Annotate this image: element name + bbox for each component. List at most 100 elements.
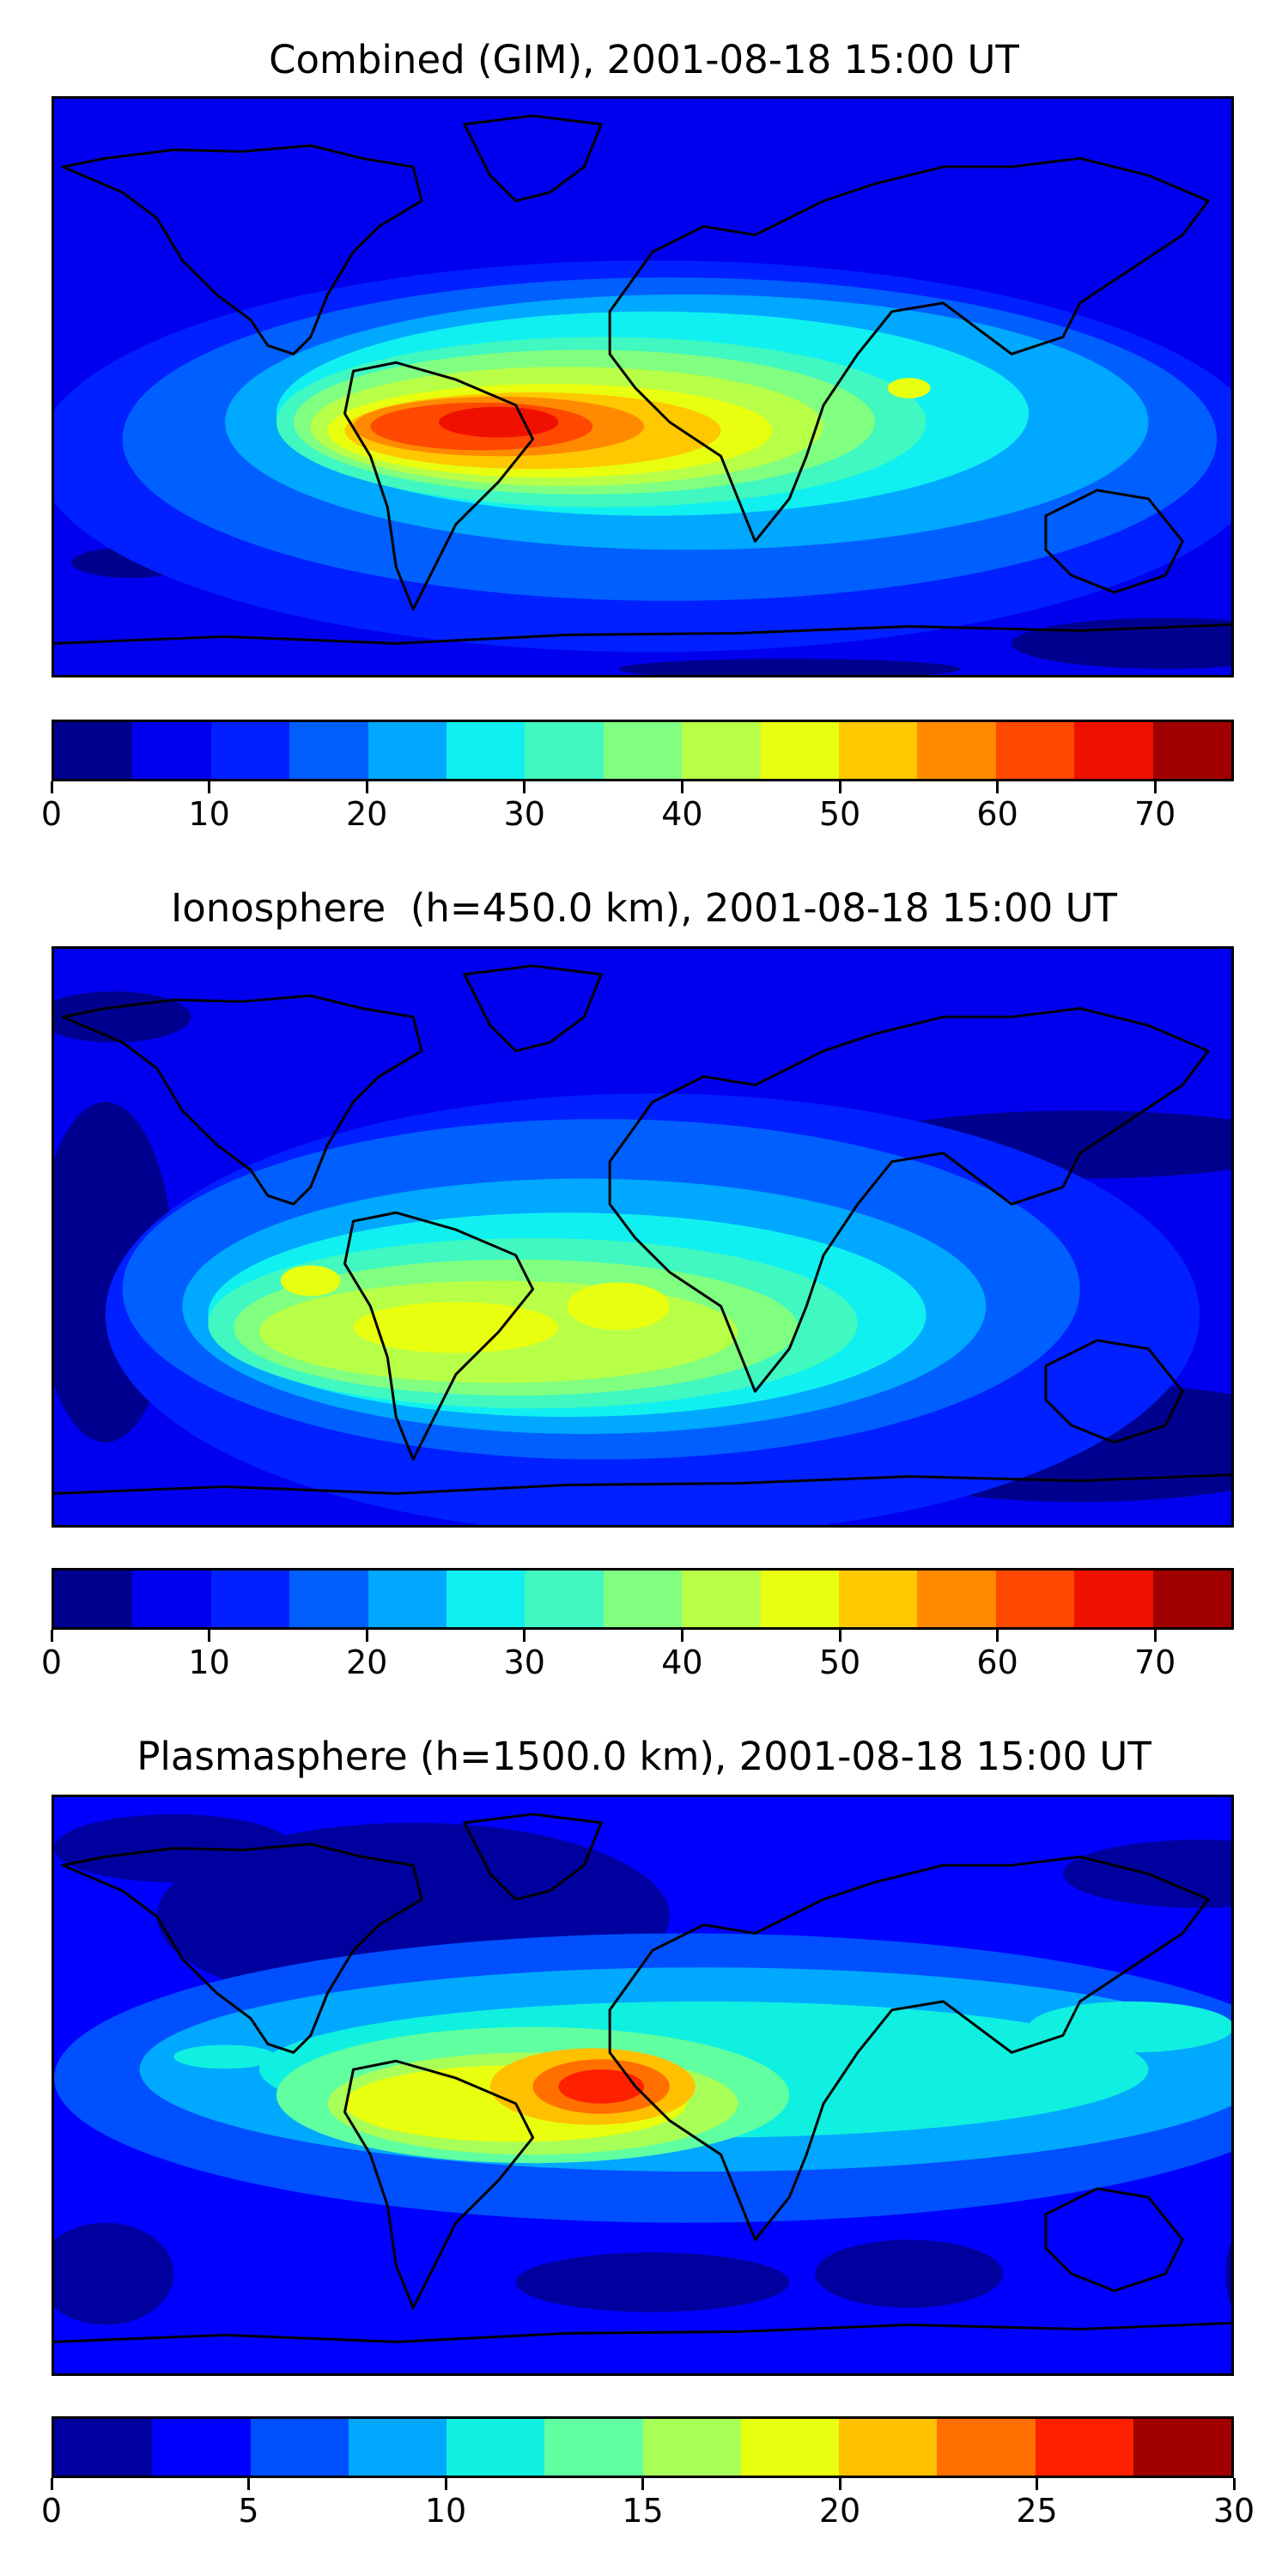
antarctica-outline bbox=[54, 1473, 1231, 1495]
panel-1-map bbox=[52, 96, 1234, 677]
colorbar-tick bbox=[523, 781, 526, 793]
colorbar-tick-label: 60 bbox=[976, 795, 1018, 833]
colorbar-segment bbox=[839, 2419, 938, 2476]
colorbar-segment bbox=[1074, 1571, 1153, 1627]
coastline-outline bbox=[54, 964, 1231, 1495]
colorbar-segment bbox=[917, 1571, 996, 1627]
colorbar-tick-label: 70 bbox=[1134, 795, 1176, 833]
colorbar-segment bbox=[1152, 1571, 1232, 1627]
panel-3-colorbar bbox=[52, 2416, 1234, 2478]
coastline-outline bbox=[54, 1813, 1231, 2343]
north-america-outline bbox=[61, 994, 423, 1206]
colorbar-segment bbox=[603, 722, 683, 779]
panel-2-tec-field bbox=[54, 949, 1231, 1525]
colorbar-tick-label: 25 bbox=[1016, 2492, 1058, 2530]
colorbar-tick-label: 5 bbox=[238, 2492, 259, 2530]
colorbar-segment bbox=[447, 1571, 526, 1627]
contour-band bbox=[439, 406, 559, 438]
colorbar-segment bbox=[995, 1571, 1075, 1627]
panel-1-tec-field bbox=[54, 99, 1231, 675]
colorbar-tick-label: 50 bbox=[818, 795, 861, 833]
panel-2-colorbar bbox=[52, 1568, 1234, 1630]
north-america-outline bbox=[61, 144, 423, 355]
colorbar-tick bbox=[996, 781, 999, 793]
contour-band bbox=[280, 1265, 341, 1297]
colorbar-segment bbox=[544, 2419, 643, 2476]
colorbar-segment bbox=[210, 1571, 290, 1627]
colorbar-tick bbox=[208, 1630, 211, 1642]
low-value-region bbox=[815, 2239, 1004, 2308]
colorbar-segment bbox=[348, 2419, 447, 2476]
colorbar-segment bbox=[54, 2419, 153, 2476]
coastline-outline bbox=[54, 114, 1231, 645]
colorbar-segment bbox=[132, 1571, 211, 1627]
colorbar-tick-label: 20 bbox=[818, 2492, 861, 2530]
greenland-outline bbox=[463, 1813, 603, 1901]
colorbar-tick bbox=[680, 781, 683, 793]
colorbar-tick bbox=[838, 781, 841, 793]
colorbar-segment bbox=[995, 722, 1075, 779]
colorbar-tick-label: 70 bbox=[1134, 1643, 1176, 1681]
africa-eurasia-outline bbox=[608, 1006, 1210, 1393]
colorbar-tick-label: 40 bbox=[661, 1643, 703, 1681]
colorbar-tick-label: 20 bbox=[346, 1643, 388, 1681]
colorbar-segment bbox=[447, 2419, 545, 2476]
colorbar-segment bbox=[917, 722, 996, 779]
colorbar-segment bbox=[54, 722, 133, 779]
colorbar-segment bbox=[152, 2419, 251, 2476]
colorbar-segment bbox=[289, 1571, 368, 1627]
panel-1-colorbar-ticks: 0 10 20 30 40 50 60 70 bbox=[0, 781, 1288, 841]
colorbar-tick-label: 15 bbox=[622, 2492, 664, 2530]
australia-outline bbox=[1044, 1339, 1184, 1444]
colorbar-tick bbox=[50, 781, 53, 793]
colorbar-tick-label: 10 bbox=[424, 2492, 467, 2530]
colorbar-tick-label: 30 bbox=[1212, 2492, 1255, 2530]
colorbar-tick-label: 0 bbox=[40, 2492, 63, 2530]
south-america-outline bbox=[343, 1211, 535, 1461]
colorbar-tick-label: 20 bbox=[346, 795, 388, 833]
colorbar-tick-label: 0 bbox=[40, 1643, 63, 1681]
contour-band bbox=[567, 1282, 670, 1331]
colorbar-segment bbox=[132, 722, 211, 779]
colorbar-segment bbox=[447, 722, 526, 779]
africa-eurasia-outline bbox=[608, 1855, 1210, 2241]
colorbar-tick-label: 60 bbox=[976, 1643, 1018, 1681]
colorbar-segment bbox=[682, 1571, 761, 1627]
colorbar-tick bbox=[641, 2478, 644, 2490]
colorbar-tick-label: 0 bbox=[40, 795, 63, 833]
colorbar-segment bbox=[1074, 722, 1153, 779]
colorbar-segment bbox=[1133, 2419, 1231, 2476]
colorbar-tick bbox=[50, 2478, 53, 2490]
low-value-region bbox=[1225, 2241, 1231, 2306]
colorbar-segment bbox=[368, 722, 447, 779]
colorbar-segment bbox=[289, 722, 368, 779]
australia-outline bbox=[1044, 489, 1184, 594]
north-america-outline bbox=[61, 1843, 423, 2054]
colorbar-segment bbox=[760, 722, 840, 779]
colorbar-segment bbox=[210, 722, 290, 779]
colorbar-tick bbox=[1036, 2478, 1038, 2490]
colorbar-tick bbox=[1153, 1630, 1157, 1642]
low-value-region bbox=[54, 2222, 174, 2325]
colorbar-segment bbox=[1035, 2419, 1133, 2476]
contour-band bbox=[1029, 2001, 1231, 2053]
colorbar-tick bbox=[247, 2478, 250, 2490]
antarctica-outline bbox=[54, 2322, 1231, 2343]
colorbar-tick bbox=[208, 781, 211, 793]
panel-3-title: Plasmasphere (h=1500.0 km), 2001-08-18 1… bbox=[137, 1734, 1151, 1779]
panel-2-map bbox=[52, 946, 1234, 1528]
africa-eurasia-outline bbox=[608, 156, 1210, 543]
antarctica-outline bbox=[54, 623, 1231, 645]
colorbar-tick-label: 10 bbox=[188, 1643, 230, 1681]
colorbar-tick bbox=[996, 1630, 999, 1642]
panel-2-title: Ionosphere (h=450.0 km), 2001-08-18 15:0… bbox=[170, 885, 1118, 931]
colorbar-tick bbox=[444, 2478, 447, 2490]
colorbar-tick bbox=[838, 1630, 841, 1642]
colorbar-tick-label: 40 bbox=[661, 795, 703, 833]
colorbar-segment bbox=[368, 1571, 447, 1627]
colorbar-segment bbox=[1152, 722, 1232, 779]
greenland-outline bbox=[463, 114, 603, 203]
colorbar-tick bbox=[680, 1630, 683, 1642]
colorbar-segment bbox=[525, 722, 604, 779]
colorbar-segment bbox=[54, 1571, 133, 1627]
